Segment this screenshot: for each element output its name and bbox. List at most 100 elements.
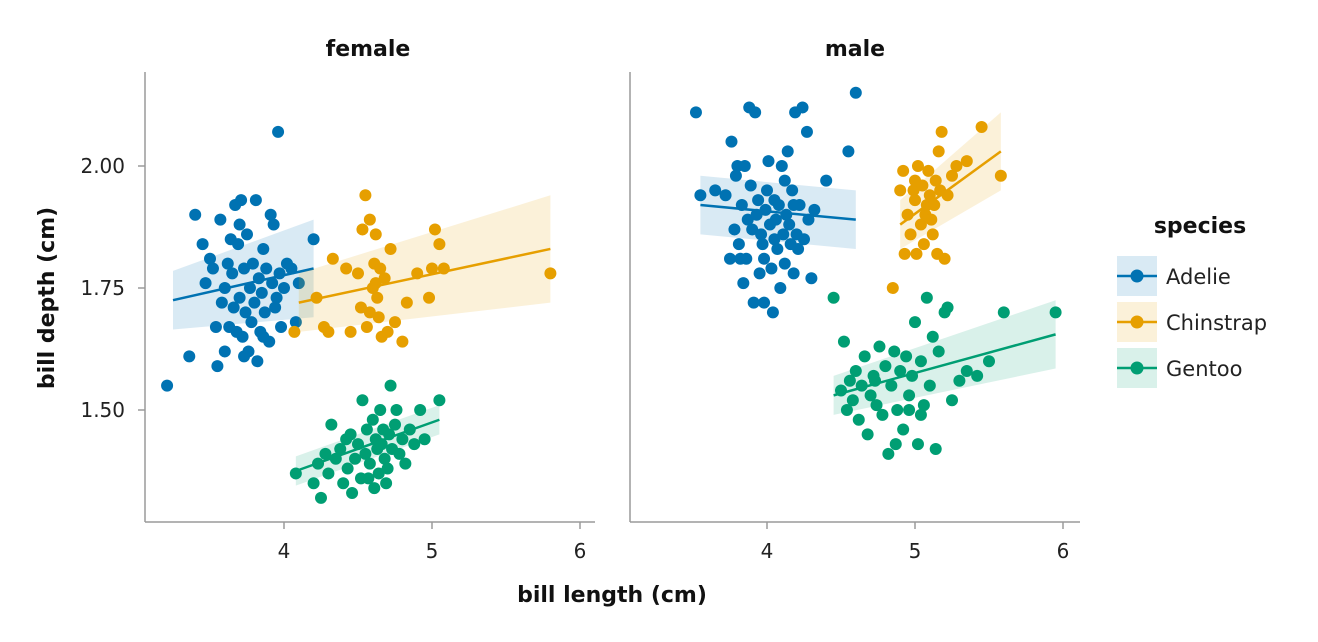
- data-point-chinstrap: [909, 194, 921, 207]
- data-point-adelie: [709, 184, 722, 197]
- data-point-adelie: [221, 257, 234, 270]
- facet-title-male: male: [825, 37, 885, 62]
- data-point-chinstrap: [914, 218, 927, 231]
- data-point-adelie: [233, 218, 246, 231]
- data-point-adelie: [762, 155, 775, 168]
- data-point-gentoo: [366, 413, 379, 426]
- data-point-gentoo: [362, 472, 375, 485]
- data-point-adelie: [781, 145, 794, 158]
- data-point-adelie: [783, 218, 796, 231]
- data-point-chinstrap: [384, 242, 397, 255]
- data-point-gentoo: [888, 345, 901, 358]
- data-point-chinstrap: [922, 164, 935, 177]
- data-point-chinstrap: [975, 120, 988, 133]
- data-point-chinstrap: [938, 252, 951, 265]
- data-point-adelie: [218, 345, 231, 358]
- data-point-adelie: [248, 296, 261, 309]
- data-point-adelie: [241, 228, 253, 241]
- data-point-chinstrap: [910, 247, 923, 260]
- data-point-gentoo: [827, 291, 840, 304]
- data-point-chinstrap: [544, 267, 557, 280]
- data-point-gentoo: [368, 482, 381, 495]
- data-point-chinstrap: [917, 238, 930, 251]
- data-point-adelie: [738, 160, 751, 172]
- data-point-gentoo: [983, 355, 995, 368]
- data-point-adelie: [737, 277, 750, 290]
- data-point-adelie: [771, 242, 784, 255]
- data-point-gentoo: [873, 340, 886, 353]
- data-point-gentoo: [840, 404, 853, 416]
- data-point-chinstrap: [400, 296, 413, 309]
- data-point-adelie: [267, 218, 280, 231]
- data-point-chinstrap: [960, 155, 973, 168]
- data-point-chinstrap: [898, 247, 911, 260]
- data-point-gentoo: [1049, 306, 1062, 319]
- data-point-adelie: [204, 252, 216, 265]
- data-point-gentoo: [870, 399, 883, 412]
- legend-label-adelie: Adelie: [1166, 265, 1231, 289]
- data-point-gentoo: [399, 457, 412, 470]
- data-point-gentoo: [879, 360, 892, 373]
- data-point-chinstrap: [923, 189, 936, 202]
- data-point-adelie: [272, 125, 285, 138]
- regression-line-gentoo: [295, 418, 440, 473]
- data-point-gentoo: [360, 423, 373, 436]
- data-point-chinstrap: [932, 145, 945, 158]
- data-point-chinstrap: [426, 262, 438, 275]
- regression-line-adelie: [700, 203, 856, 221]
- data-point-adelie: [753, 267, 766, 280]
- data-point-gentoo: [408, 438, 421, 451]
- data-point-adelie: [292, 277, 305, 290]
- data-point-gentoo: [346, 486, 359, 499]
- data-point-adelie: [786, 184, 799, 197]
- data-point-gentoo: [882, 447, 895, 460]
- data-point-chinstrap: [326, 252, 339, 265]
- data-point-adelie: [285, 262, 298, 275]
- data-point-adelie: [214, 213, 227, 226]
- data-point-gentoo: [997, 306, 1010, 319]
- data-point-adelie: [278, 282, 290, 294]
- data-point-gentoo: [946, 394, 958, 407]
- data-point-chinstrap: [911, 160, 924, 172]
- data-point-adelie: [777, 228, 790, 241]
- data-point-chinstrap: [372, 311, 385, 324]
- data-point-adelie: [246, 257, 259, 270]
- data-point-adelie: [189, 208, 202, 221]
- legend: species Adelie Chinstrap Gentoo: [1117, 214, 1267, 388]
- x-tick-label: 6: [1057, 539, 1070, 563]
- data-point-gentoo: [900, 350, 913, 363]
- data-point-gentoo: [393, 447, 406, 460]
- x-tick-label: 4: [761, 539, 774, 563]
- data-point-adelie: [233, 291, 246, 304]
- data-point-adelie: [245, 316, 258, 329]
- y-tick-label: 2.00: [80, 154, 125, 178]
- data-point-gentoo: [384, 379, 397, 392]
- legend-label-gentoo: Gentoo: [1166, 357, 1242, 381]
- data-point-chinstrap: [369, 228, 382, 241]
- data-point-adelie: [766, 306, 779, 319]
- data-point-chinstrap: [360, 321, 373, 334]
- data-point-chinstrap: [994, 169, 1007, 182]
- data-point-gentoo: [356, 394, 369, 407]
- data-point-adelie: [732, 238, 745, 251]
- data-point-chinstrap: [423, 291, 436, 304]
- data-point-gentoo: [337, 477, 350, 490]
- data-point-adelie: [238, 262, 251, 275]
- data-point-adelie: [215, 296, 228, 309]
- data-point-adelie: [266, 277, 279, 290]
- data-point-gentoo: [923, 379, 936, 392]
- data-point-adelie: [206, 262, 219, 275]
- data-point-adelie: [251, 355, 264, 368]
- data-point-adelie: [239, 306, 252, 319]
- data-point-gentoo: [889, 438, 902, 451]
- data-point-gentoo: [843, 374, 856, 387]
- data-point-chinstrap: [344, 325, 357, 338]
- data-point-gentoo: [837, 335, 850, 348]
- data-point-gentoo: [381, 462, 394, 475]
- data-point-adelie: [196, 238, 209, 251]
- data-point-gentoo: [846, 394, 859, 407]
- data-point-gentoo: [378, 452, 391, 465]
- data-point-gentoo: [363, 457, 376, 470]
- data-point-adelie: [236, 330, 249, 343]
